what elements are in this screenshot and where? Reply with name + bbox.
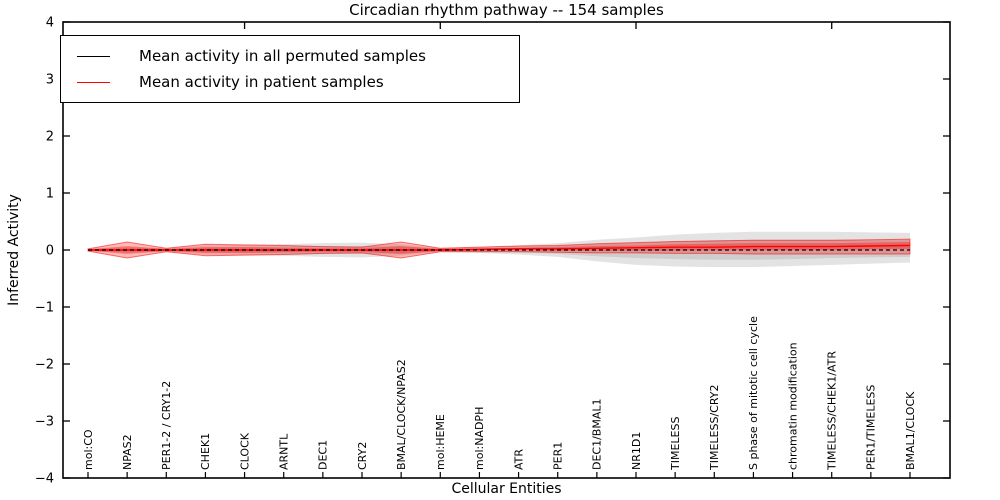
y-tick-label: −2 [35,358,54,373]
x-tick-label: ARNTL [277,433,290,470]
y-tick-label: 0 [46,244,54,259]
x-tick-label: mol:CO [82,429,95,470]
y-tick-label: 4 [46,16,54,31]
y-tick-label: 3 [46,73,54,88]
legend-label-patient: Mean activity in patient samples [139,73,384,91]
x-tick-label: CRY2 [356,442,369,470]
legend-line-permuted-icon [77,55,110,57]
x-tick-label: mol:NADPH [473,407,486,470]
x-tick-label: chromatin modification [786,342,799,470]
x-tick-label: CHEK1 [199,433,212,470]
x-tick-label: NR1D1 [630,432,643,470]
x-tick-label: ATR [512,449,525,470]
y-tick-label: −4 [35,472,54,487]
y-tick-label: 2 [46,130,54,145]
x-tick-label: mol:HEME [434,414,447,470]
x-tick-label: PER1-2 / CRY1-2 [160,381,173,470]
x-tick-label: BMAL1/CLOCK [904,391,917,470]
x-tick-label: DEC1 [317,440,330,470]
y-tick-label: −3 [35,415,54,430]
x-tick-label: TIMELESS [669,417,682,471]
x-tick-label: TIMELESS/CRY2 [708,385,721,472]
y-tick-label: 1 [46,187,54,202]
legend-line-patient-icon [77,81,110,83]
x-tick-label: NPAS2 [121,434,134,470]
x-tick-label: BMAL/CLOCK/NPAS2 [395,359,408,470]
x-tick-label: S phase of mitotic cell cycle [747,316,760,470]
x-tick-label: DEC1/BMAL1 [591,399,604,471]
legend-label-permuted: Mean activity in all permuted samples [139,47,426,65]
legend: Mean activity in all permuted samples Me… [60,35,520,103]
x-tick-label: TIMELESS/CHEK1/ATR [825,351,838,471]
x-tick-label: PER1/TIMELESS [865,385,878,470]
y-axis-label: Inferred Activity [6,194,22,306]
patient_band_inner-band [88,242,910,254]
x-tick-label: CLOCK [238,432,251,470]
x-axis-label: Cellular Entities [451,481,562,497]
x-tick-label: PER1 [551,442,564,470]
legend-item-permuted: Mean activity in all permuted samples [61,43,519,69]
legend-item-patient: Mean activity in patient samples [61,69,519,95]
y-tick-label: −1 [35,301,54,316]
chart-title: Circadian rhythm pathway -- 154 samples [349,1,664,19]
